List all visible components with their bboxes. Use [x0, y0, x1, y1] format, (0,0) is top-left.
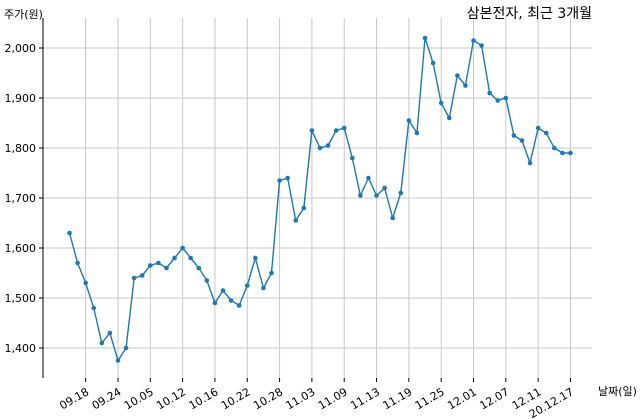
data-point — [309, 128, 315, 133]
x-tick-label: 12.01 — [445, 385, 479, 412]
y-tick-label: 1,900 — [5, 92, 37, 105]
data-point — [487, 90, 492, 96]
data-point — [471, 38, 476, 43]
data-point — [164, 265, 169, 271]
data-point — [180, 245, 185, 251]
data-point — [390, 215, 396, 221]
data-point — [398, 190, 404, 196]
data-point — [212, 300, 218, 306]
x-tick-label: 10.12 — [154, 385, 188, 412]
x-tick-label: 10.16 — [187, 385, 221, 412]
data-point — [67, 230, 72, 236]
data-point — [253, 255, 258, 261]
data-point — [568, 150, 573, 156]
data-point — [519, 138, 525, 143]
data-point — [244, 283, 250, 288]
data-point — [382, 185, 387, 191]
x-tick-label: 11.25 — [413, 385, 447, 412]
data-point — [503, 95, 509, 101]
y-tick-label: 1,700 — [5, 192, 37, 205]
data-point — [535, 125, 541, 131]
data-point — [285, 175, 290, 181]
series-layer — [67, 35, 573, 363]
data-point — [325, 143, 331, 148]
data-point — [552, 145, 557, 151]
data-point — [188, 255, 193, 261]
data-point — [422, 35, 428, 41]
data-point — [107, 330, 113, 336]
x-tick-label: 10.22 — [219, 385, 253, 412]
data-point — [75, 260, 80, 266]
data-point — [83, 280, 88, 286]
data-point — [333, 128, 339, 133]
data-point — [301, 205, 307, 211]
data-point — [261, 285, 266, 291]
y-tick-label: 1,600 — [5, 242, 37, 255]
data-point — [543, 130, 549, 136]
data-point — [236, 303, 242, 308]
x-tick-label: 10.05 — [122, 385, 156, 412]
data-point — [172, 255, 177, 261]
data-point — [455, 73, 460, 78]
data-point — [269, 270, 274, 276]
chart-title: 삼본전자, 최근 3개월 — [467, 6, 592, 22]
x-tick-label: 11.19 — [381, 385, 415, 412]
data-point — [317, 145, 323, 151]
x-tick-label: 09.18 — [57, 385, 91, 412]
y-tick-layer: 1,400 1,500 1,600 1,700 1,800 1,900 2,000 — [5, 42, 43, 355]
data-point — [350, 155, 355, 161]
data-point — [414, 130, 420, 136]
data-point — [341, 125, 347, 131]
data-point — [293, 218, 299, 223]
data-point — [277, 178, 282, 183]
data-point — [463, 83, 468, 88]
grid-layer — [43, 18, 592, 378]
y-tick-label: 1,800 — [5, 142, 37, 155]
y-tick-label: 2,000 — [5, 42, 37, 55]
y-axis-label: 주가(원) — [4, 8, 43, 21]
data-point — [358, 193, 363, 198]
data-point — [430, 60, 436, 66]
x-tick-label: 11.13 — [348, 385, 382, 412]
x-tick-label: 12.07 — [478, 385, 512, 412]
data-point — [366, 175, 371, 181]
data-point — [115, 358, 121, 363]
x-tick-label: 11.03 — [284, 385, 318, 412]
data-point — [139, 273, 145, 278]
y-tick-label: 1,400 — [5, 342, 37, 355]
x-tick-label: 11.09 — [316, 385, 350, 412]
data-point — [479, 43, 484, 48]
x-axis-label: 날짜(일) — [598, 384, 637, 398]
data-point — [228, 298, 234, 303]
data-point — [446, 115, 452, 121]
x-tick-layer: 09.1809.2410.0510.1210.1610.2210.2811.03… — [57, 378, 576, 419]
data-point — [131, 275, 137, 281]
data-point — [148, 263, 153, 268]
data-point — [91, 305, 97, 311]
data-point — [220, 288, 226, 293]
data-point — [204, 278, 210, 283]
data-point — [123, 345, 129, 351]
data-point — [438, 100, 444, 106]
data-point — [527, 160, 533, 166]
data-point — [560, 150, 565, 156]
data-point — [196, 265, 202, 271]
series-line — [68, 37, 571, 363]
x-tick-label: 10.28 — [251, 385, 285, 412]
x-tick-label: 09.24 — [90, 385, 124, 412]
data-point — [99, 340, 105, 346]
data-point — [495, 98, 501, 103]
data-point — [374, 193, 379, 198]
y-tick-label: 1,500 — [5, 292, 37, 305]
data-point — [511, 133, 517, 138]
data-point — [156, 260, 161, 266]
data-point — [406, 118, 412, 123]
